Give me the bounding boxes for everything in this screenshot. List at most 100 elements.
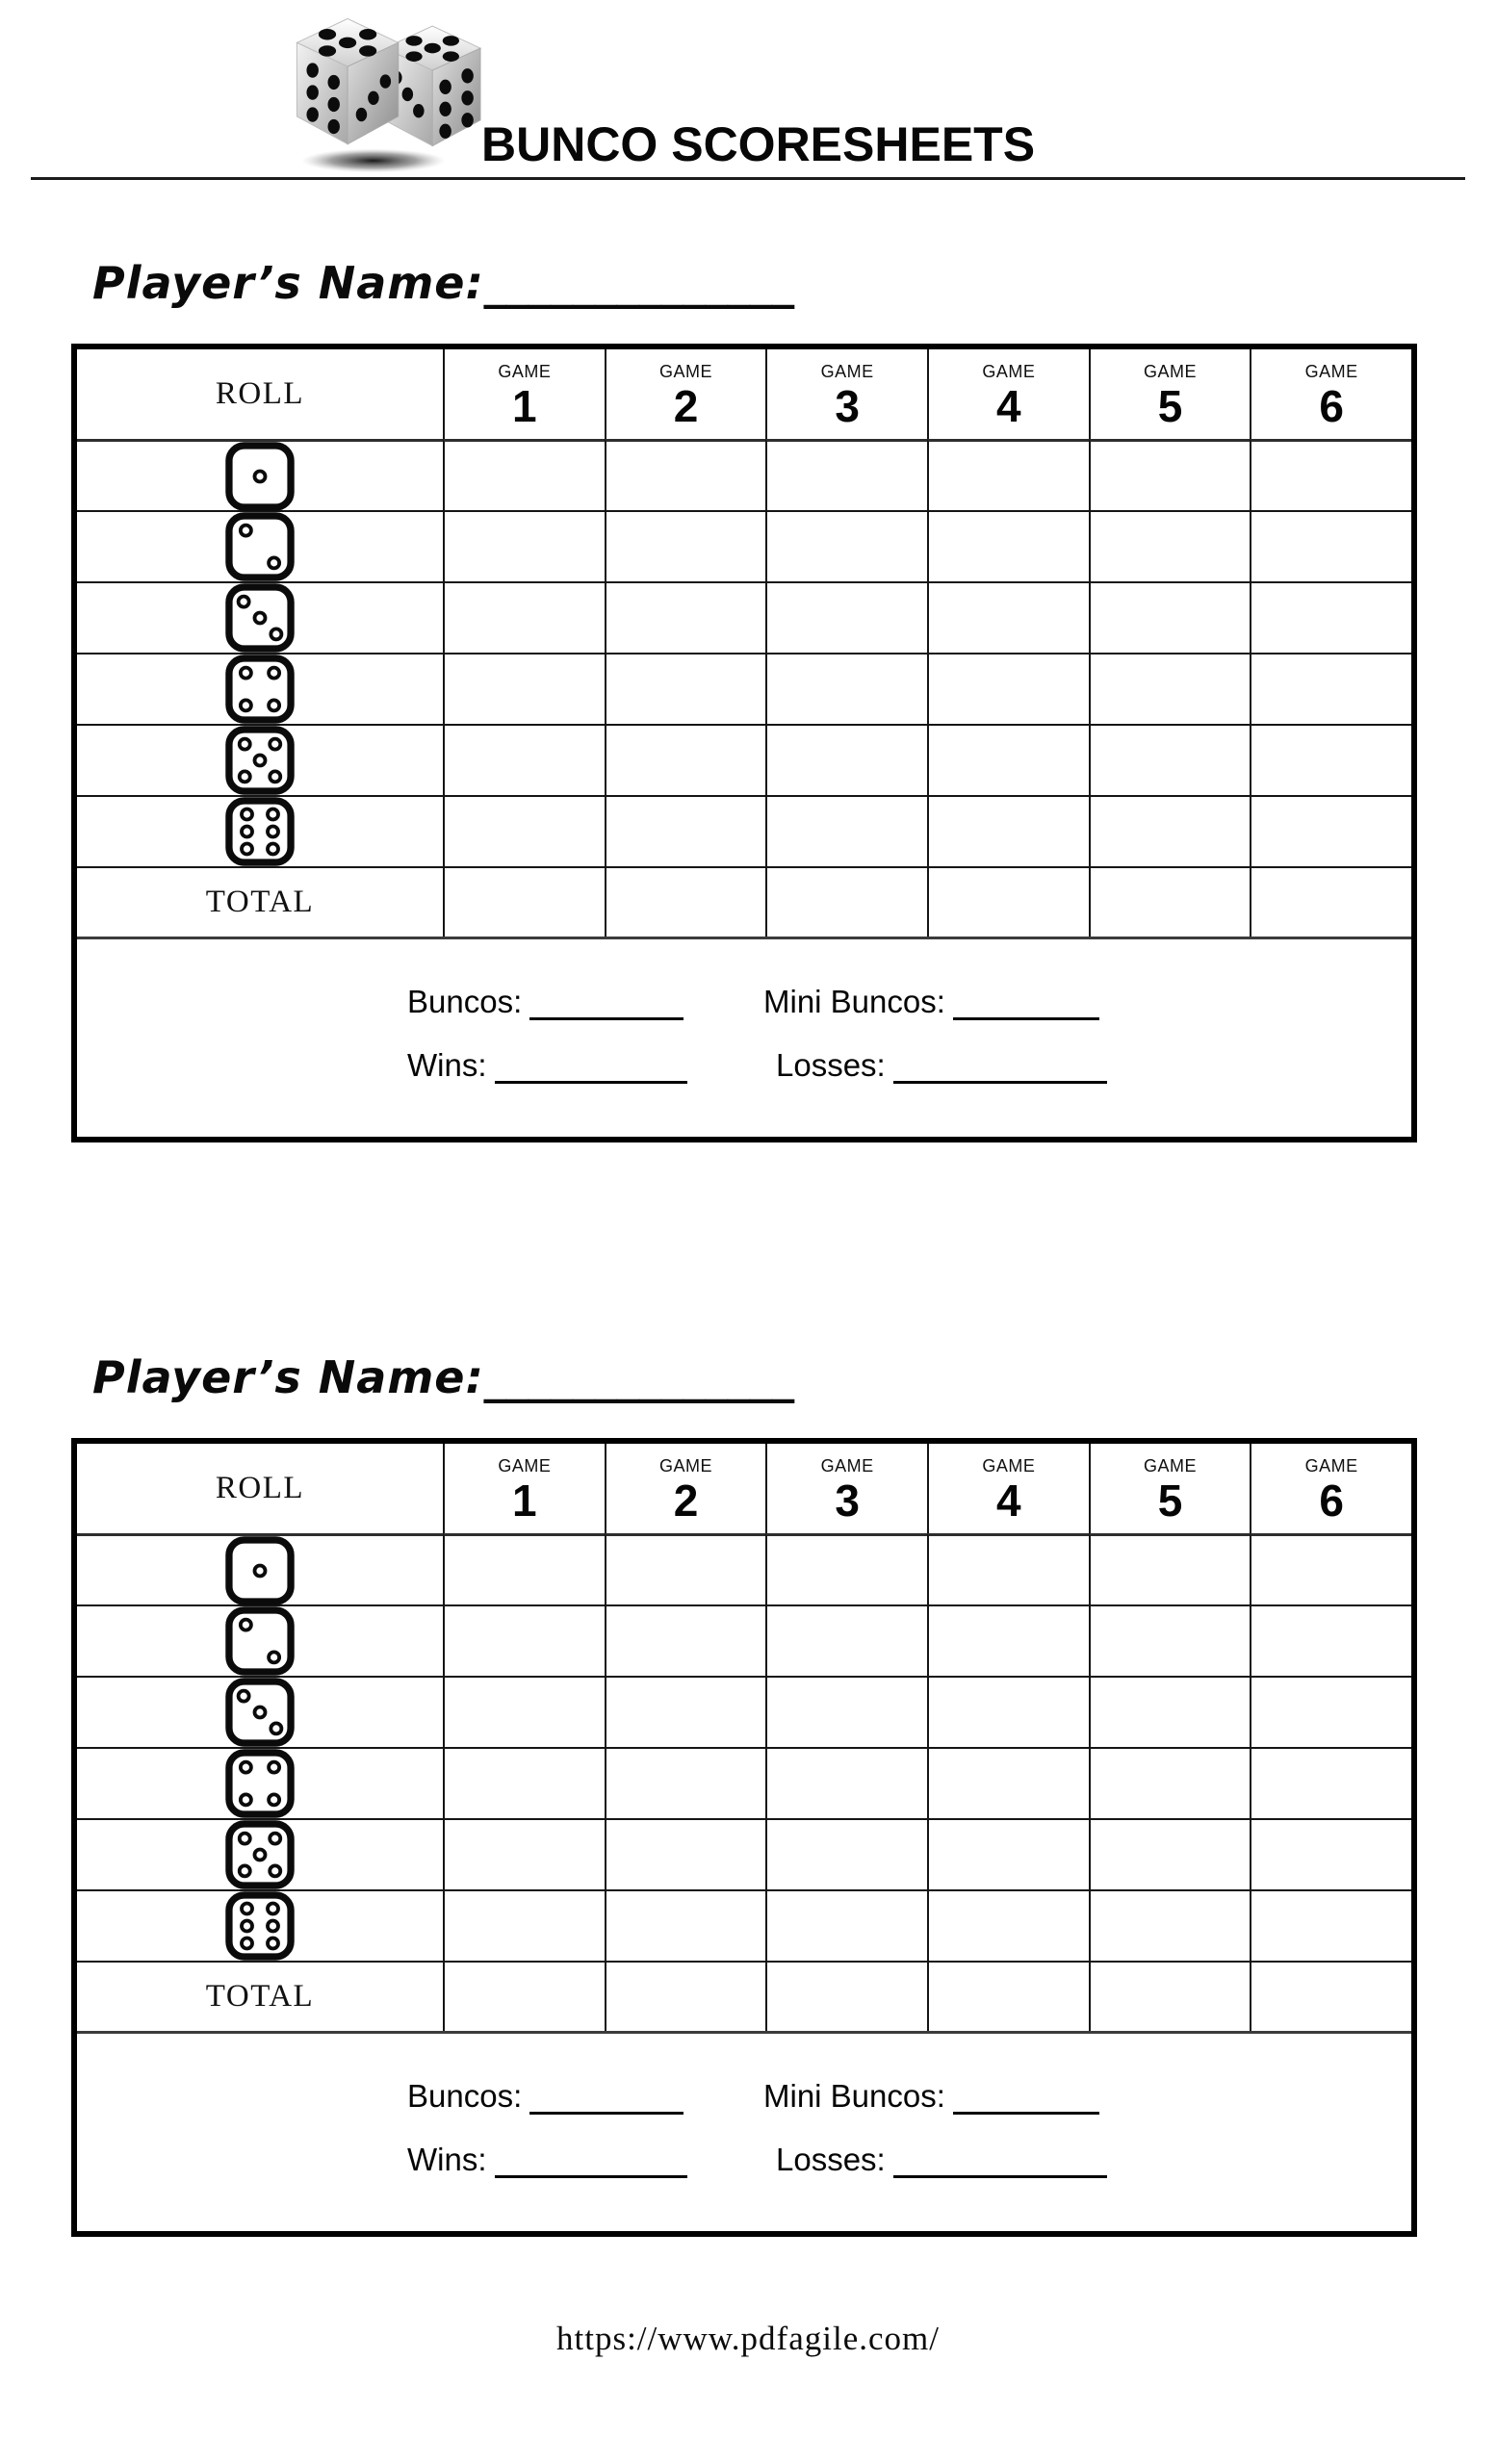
losses-blank[interactable]	[892, 2149, 1107, 2178]
score-cell-r6-g5[interactable]	[1088, 795, 1251, 866]
total-cell-g1[interactable]	[443, 1961, 605, 2031]
score-cell-r4-g2[interactable]	[604, 1747, 766, 1818]
score-cell-r3-g5[interactable]	[1088, 581, 1251, 653]
score-cell-r3-g4[interactable]	[927, 1676, 1089, 1747]
player-name-blank[interactable]: ______________	[483, 257, 794, 309]
total-cell-g6[interactable]	[1250, 866, 1411, 937]
score-cell-r1-g3[interactable]	[765, 439, 927, 510]
score-cell-r1-g5[interactable]	[1088, 1533, 1251, 1604]
score-cell-r6-g2[interactable]	[604, 1889, 766, 1961]
score-cell-r1-g6[interactable]	[1250, 439, 1411, 510]
score-cell-r4-g5[interactable]	[1088, 1747, 1251, 1818]
score-cell-r3-g2[interactable]	[604, 581, 766, 653]
score-cell-r3-g1[interactable]	[443, 581, 605, 653]
player-name-blank[interactable]: ______________	[483, 1351, 794, 1403]
game-1-header: GAME 1	[443, 349, 605, 439]
score-cell-r6-g5[interactable]	[1088, 1889, 1251, 1961]
score-cell-r1-g1[interactable]	[443, 1533, 605, 1604]
score-cell-r5-g6[interactable]	[1250, 1818, 1411, 1889]
footer-url[interactable]: https://www.pdfagile.com/	[556, 2320, 940, 2357]
score-cell-r2-g4[interactable]	[927, 510, 1089, 581]
score-cell-r6-g1[interactable]	[443, 1889, 605, 1961]
score-cell-r4-g6[interactable]	[1250, 1747, 1411, 1818]
score-cell-r4-g3[interactable]	[765, 1747, 927, 1818]
mini-buncos-blank[interactable]	[952, 2086, 1099, 2115]
score-cell-r2-g4[interactable]	[927, 1604, 1089, 1676]
total-cell-g3[interactable]	[765, 1961, 927, 2031]
score-cell-r3-g5[interactable]	[1088, 1676, 1251, 1747]
score-cell-r3-g4[interactable]	[927, 581, 1089, 653]
score-cell-r5-g1[interactable]	[443, 1818, 605, 1889]
score-cell-r3-g6[interactable]	[1250, 581, 1411, 653]
score-cell-r4-g1[interactable]	[443, 653, 605, 724]
losses-label: Losses:	[776, 1047, 886, 1083]
score-cell-r2-g3[interactable]	[765, 510, 927, 581]
score-cell-r4-g5[interactable]	[1088, 653, 1251, 724]
score-cell-r4-g6[interactable]	[1250, 653, 1411, 724]
score-cell-r1-g4[interactable]	[927, 439, 1089, 510]
buncos-blank[interactable]	[529, 2086, 684, 2115]
game-word: GAME	[820, 1456, 874, 1476]
score-cell-r4-g1[interactable]	[443, 1747, 605, 1818]
score-cell-r2-g5[interactable]	[1088, 1604, 1251, 1676]
score-cell-r6-g2[interactable]	[604, 795, 766, 866]
buncos-blank[interactable]	[529, 991, 684, 1020]
score-cell-r5-g5[interactable]	[1088, 1818, 1251, 1889]
score-cell-r5-g5[interactable]	[1088, 724, 1251, 795]
score-cell-r1-g6[interactable]	[1250, 1533, 1411, 1604]
score-cell-r5-g2[interactable]	[604, 724, 766, 795]
score-cell-r4-g2[interactable]	[604, 653, 766, 724]
total-cell-g6[interactable]	[1250, 1961, 1411, 2031]
total-row-label-cell: TOTAL	[77, 866, 443, 937]
score-cell-r6-g4[interactable]	[927, 795, 1089, 866]
total-cell-g1[interactable]	[443, 866, 605, 937]
score-cell-r5-g4[interactable]	[927, 724, 1089, 795]
score-cell-r5-g4[interactable]	[927, 1818, 1089, 1889]
score-cell-r2-g1[interactable]	[443, 510, 605, 581]
score-cell-r3-g3[interactable]	[765, 581, 927, 653]
total-cell-g2[interactable]	[604, 1961, 766, 2031]
score-cell-r1-g5[interactable]	[1088, 439, 1251, 510]
score-cell-r4-g3[interactable]	[765, 653, 927, 724]
score-cell-r2-g2[interactable]	[604, 1604, 766, 1676]
score-cell-r2-g2[interactable]	[604, 510, 766, 581]
score-cell-r1-g3[interactable]	[765, 1533, 927, 1604]
score-cell-r2-g5[interactable]	[1088, 510, 1251, 581]
score-cell-r2-g6[interactable]	[1250, 510, 1411, 581]
score-cell-r6-g6[interactable]	[1250, 795, 1411, 866]
score-cell-r3-g6[interactable]	[1250, 1676, 1411, 1747]
total-cell-g2[interactable]	[604, 866, 766, 937]
score-cell-r6-g3[interactable]	[765, 1889, 927, 1961]
score-cell-r3-g1[interactable]	[443, 1676, 605, 1747]
score-cell-r4-g4[interactable]	[927, 653, 1089, 724]
score-cell-r1-g2[interactable]	[604, 1533, 766, 1604]
losses-blank[interactable]	[892, 1055, 1107, 1084]
total-cell-g4[interactable]	[927, 1961, 1089, 2031]
score-cell-r1-g1[interactable]	[443, 439, 605, 510]
wins-blank[interactable]	[494, 2149, 687, 2178]
score-cell-r6-g3[interactable]	[765, 795, 927, 866]
score-cell-r2-g1[interactable]	[443, 1604, 605, 1676]
total-cell-g5[interactable]	[1088, 866, 1251, 937]
score-cell-r1-g2[interactable]	[604, 439, 766, 510]
score-cell-r6-g1[interactable]	[443, 795, 605, 866]
wins-blank[interactable]	[494, 1055, 687, 1084]
score-cell-r5-g2[interactable]	[604, 1818, 766, 1889]
score-cell-r5-g3[interactable]	[765, 724, 927, 795]
total-cell-g4[interactable]	[927, 866, 1089, 937]
score-cell-r6-g6[interactable]	[1250, 1889, 1411, 1961]
game-number: 6	[1319, 1476, 1344, 1526]
score-cell-r5-g6[interactable]	[1250, 724, 1411, 795]
total-cell-g5[interactable]	[1088, 1961, 1251, 2031]
score-cell-r5-g3[interactable]	[765, 1818, 927, 1889]
mini-buncos-blank[interactable]	[952, 991, 1099, 1020]
score-cell-r6-g4[interactable]	[927, 1889, 1089, 1961]
score-cell-r3-g2[interactable]	[604, 1676, 766, 1747]
score-cell-r1-g4[interactable]	[927, 1533, 1089, 1604]
score-cell-r2-g6[interactable]	[1250, 1604, 1411, 1676]
score-cell-r4-g4[interactable]	[927, 1747, 1089, 1818]
score-cell-r2-g3[interactable]	[765, 1604, 927, 1676]
total-cell-g3[interactable]	[765, 866, 927, 937]
score-cell-r5-g1[interactable]	[443, 724, 605, 795]
score-cell-r3-g3[interactable]	[765, 1676, 927, 1747]
